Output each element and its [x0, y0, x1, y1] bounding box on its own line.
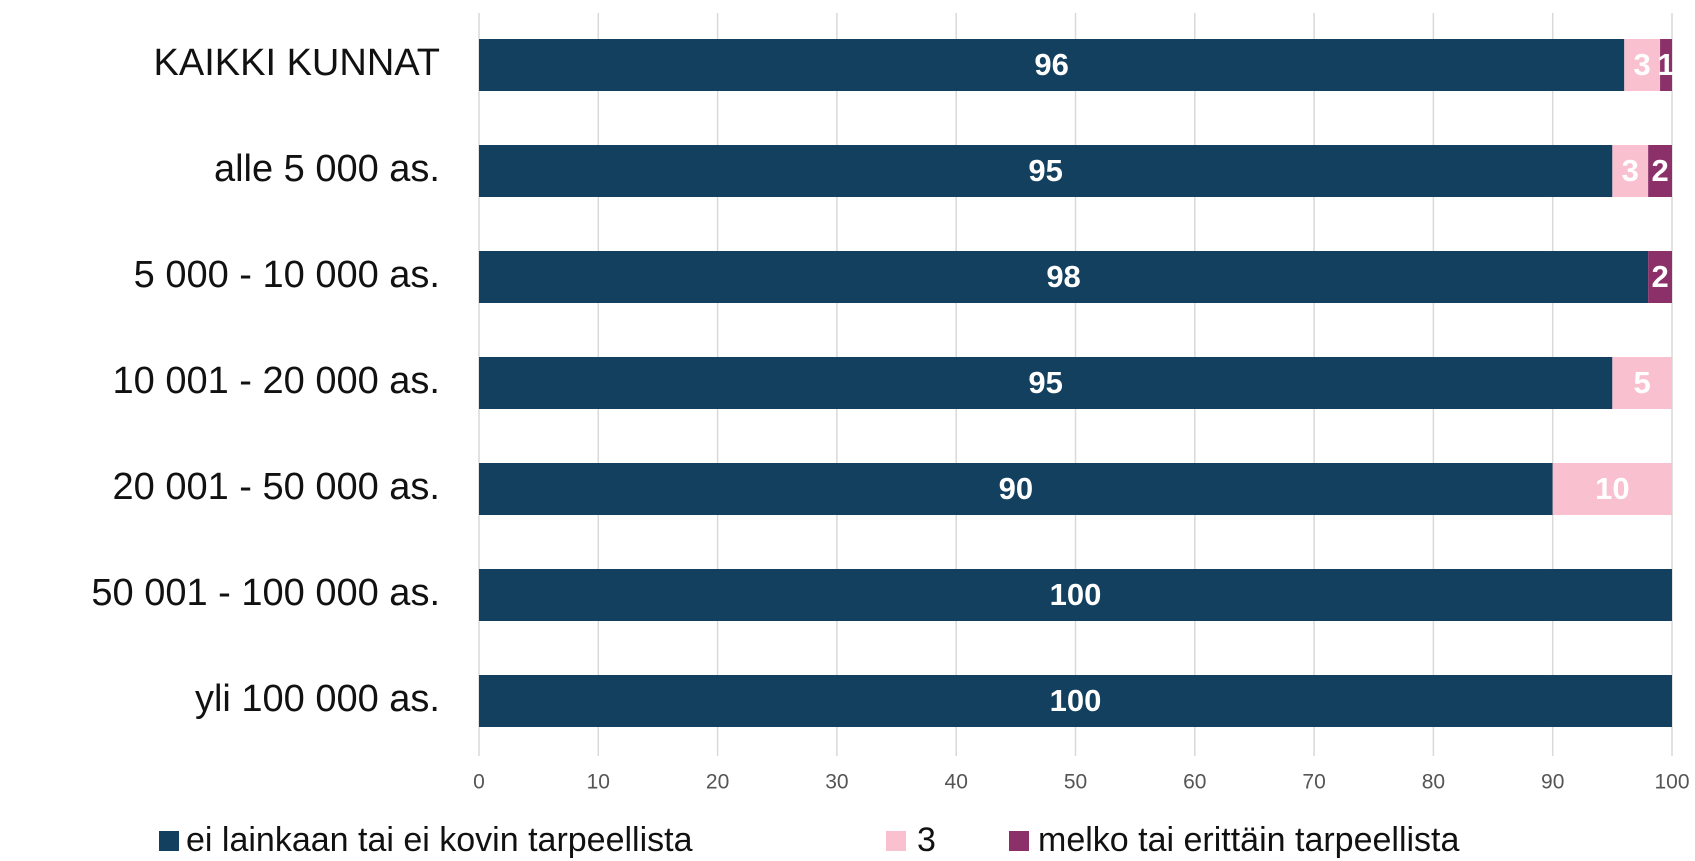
- data-label: 90: [999, 471, 1033, 506]
- bar-segment: [479, 675, 1672, 727]
- legend-label: melko tai erittäin tarpeellista: [1038, 821, 1460, 859]
- x-tick-label: 10: [587, 771, 610, 794]
- category-label: yli 100 000 as.: [195, 678, 440, 720]
- data-label: 10: [1595, 471, 1629, 506]
- category-label: 50 001 - 100 000 as.: [91, 572, 440, 614]
- bar-segment: [479, 357, 1613, 409]
- bar-segment: [479, 251, 1649, 303]
- data-label: 5: [1634, 365, 1651, 400]
- category-label: 10 001 - 20 000 as.: [113, 360, 440, 402]
- legend-swatch: [1009, 831, 1029, 851]
- legend-label: ei lainkaan tai ei kovin tarpeellista: [186, 821, 693, 859]
- bar-segment: [1648, 251, 1672, 303]
- data-label: 98: [1046, 259, 1080, 294]
- bar-segment: [1612, 357, 1672, 409]
- x-tick-label: 0: [473, 771, 485, 794]
- bar-segment: [1660, 39, 1672, 91]
- category-label: KAIKKI KUNNAT: [154, 42, 440, 84]
- x-tick-label: 80: [1422, 771, 1445, 794]
- bar-segment: [479, 145, 1613, 197]
- data-label: 3: [1634, 47, 1651, 82]
- data-label: 95: [1028, 365, 1062, 400]
- bar-segment: [1624, 39, 1661, 91]
- x-tick-label: 50: [1064, 771, 1087, 794]
- x-tick-label: 30: [825, 771, 848, 794]
- x-tick-label: 40: [945, 771, 968, 794]
- data-label: 2: [1651, 259, 1668, 294]
- bar-segment: [479, 569, 1672, 621]
- data-label: 3: [1622, 153, 1639, 188]
- bar-segment: [479, 463, 1553, 515]
- category-label: 5 000 - 10 000 as.: [134, 254, 440, 296]
- category-label: 20 001 - 50 000 as.: [113, 466, 440, 508]
- x-tick-label: 100: [1654, 771, 1689, 794]
- data-label: 100: [1050, 683, 1102, 718]
- data-label: 95: [1028, 153, 1062, 188]
- legend-swatch: [159, 831, 179, 851]
- x-tick-label: 90: [1541, 771, 1564, 794]
- data-label: 1: [1657, 47, 1674, 82]
- data-label: 2: [1651, 153, 1668, 188]
- x-tick-label: 70: [1302, 771, 1325, 794]
- bar-segment: [1648, 145, 1672, 197]
- legend-label: 3: [917, 821, 936, 859]
- legend-swatch: [886, 831, 906, 851]
- x-tick-label: 20: [706, 771, 729, 794]
- bar-segment: [1552, 463, 1672, 515]
- bar-segment: [1612, 145, 1649, 197]
- data-label: 100: [1050, 577, 1102, 612]
- data-label: 96: [1034, 47, 1068, 82]
- bar-segment: [479, 39, 1625, 91]
- x-tick-label: 60: [1183, 771, 1206, 794]
- category-label: alle 5 000 as.: [214, 148, 440, 190]
